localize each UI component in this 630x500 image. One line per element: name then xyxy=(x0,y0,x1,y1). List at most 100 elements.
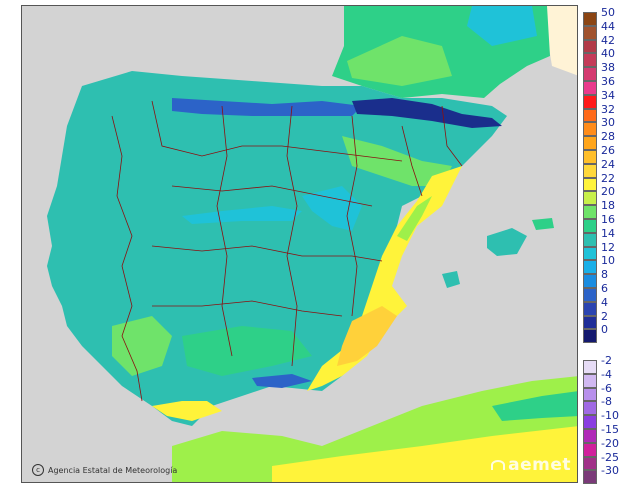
legend-label-warm: 22 xyxy=(601,171,615,185)
southern-coast-warm xyxy=(152,401,222,421)
legend-label-cold: -25 xyxy=(601,450,619,464)
credit-text: Agencia Estatal de Meteorología xyxy=(48,465,178,475)
legend-swatch-warm xyxy=(583,232,597,247)
border-center xyxy=(171,185,373,207)
legend-swatch-warm xyxy=(583,39,597,54)
legend-swatch-warm xyxy=(583,150,597,164)
border-vertical-1 xyxy=(216,105,233,357)
border-mid xyxy=(151,245,383,262)
legend-label-warm: 30 xyxy=(601,116,615,130)
legend-label-warm: 16 xyxy=(601,213,615,226)
legend-swatch-cold xyxy=(583,470,597,485)
sierra-nevada xyxy=(252,374,312,388)
ibiza xyxy=(442,271,460,288)
aemet-logo-text: aemet xyxy=(508,455,571,475)
legend-label-cold: -8 xyxy=(601,395,612,409)
legend-label-warm: 20 xyxy=(601,185,615,199)
guadalquivir-green xyxy=(182,326,312,376)
legend-swatch-cold xyxy=(583,360,597,374)
menorca xyxy=(532,218,554,230)
legend-label-cold: -4 xyxy=(601,367,612,381)
legend-swatch-warm xyxy=(583,81,597,95)
legend-label-cold: -30 xyxy=(601,464,619,478)
legend-swatch-cold xyxy=(583,373,597,388)
legend-swatch-warm xyxy=(583,301,597,316)
legend-swatch-cold xyxy=(583,429,597,443)
legend-swatch-warm xyxy=(583,274,597,288)
temperature-legend: 50 44 42 40 38 36 34 32 30 28 26 24 22 20 18 16 14 12 10 8 6… xyxy=(583,7,630,485)
legend-label-cold: -2 xyxy=(601,354,612,367)
legend-swatch-warm xyxy=(583,191,597,206)
legend-swatch-cold xyxy=(583,442,597,457)
legend-swatch-warm xyxy=(583,219,597,233)
legend-label-warm: 44 xyxy=(601,19,615,33)
murcia-hot-area xyxy=(337,306,397,366)
legend-label-warm: 2 xyxy=(601,309,608,323)
valencia-green xyxy=(397,196,432,241)
legend-label-warm: 18 xyxy=(601,199,615,213)
legend-swatch-warm xyxy=(583,163,597,178)
legend-label-warm: 40 xyxy=(601,47,615,61)
atlas-cool xyxy=(492,391,577,421)
legend-label-warm: 6 xyxy=(601,282,608,295)
legend-label-warm: 38 xyxy=(601,61,615,75)
southwest-green xyxy=(112,316,172,376)
legend-label-warm: 34 xyxy=(601,88,615,102)
legend-swatch-warm xyxy=(583,205,597,219)
legend-swatch-warm xyxy=(583,25,597,40)
legend-label-warm: 26 xyxy=(601,144,615,157)
legend-swatch-cold xyxy=(583,456,597,471)
border-vertical-3 xyxy=(346,115,358,317)
border-north xyxy=(151,100,403,162)
legend-swatch-warm xyxy=(583,246,597,261)
legend-swatch-cold xyxy=(583,401,597,416)
border-east xyxy=(401,125,423,197)
legend-swatch-warm xyxy=(583,260,597,275)
legend-label-warm: 24 xyxy=(601,157,615,171)
legend-label-cold: -15 xyxy=(601,423,619,436)
france-green-area xyxy=(347,36,452,86)
central-system xyxy=(182,206,302,224)
temperature-map: c Agencia Estatal de Meteorología aemet xyxy=(21,5,578,483)
legend-label-warm: 10 xyxy=(601,254,615,268)
legend-label-warm: 32 xyxy=(601,102,615,116)
aemet-logo-icon xyxy=(491,460,506,470)
legend-label-cold: -20 xyxy=(601,436,619,450)
cantabrian-mountains xyxy=(172,98,362,116)
legend-label-warm: 42 xyxy=(601,33,615,47)
border-south xyxy=(152,300,343,317)
legend-swatch-warm xyxy=(583,288,597,302)
legend-label-warm: 28 xyxy=(601,130,615,144)
legend-swatch-warm xyxy=(583,329,597,344)
legend-swatch-warm xyxy=(583,315,597,330)
legend-label-warm: 8 xyxy=(601,268,608,282)
legend-swatch-warm xyxy=(583,177,597,192)
mallorca xyxy=(487,228,527,256)
legend-swatch-warm xyxy=(583,53,597,68)
legend-swatch-cold xyxy=(583,415,597,429)
france-region xyxy=(542,6,577,76)
legend-label-cold: -6 xyxy=(601,381,612,395)
map-canvas xyxy=(22,6,577,482)
border-portugal xyxy=(111,115,143,402)
ebro-valley xyxy=(342,136,452,186)
legend-swatch-cold xyxy=(583,387,597,402)
legend-label-warm: 12 xyxy=(601,240,615,254)
legend-label-warm: 0 xyxy=(601,323,608,337)
legend-label-warm: 36 xyxy=(601,75,615,88)
border-vertical-2 xyxy=(286,105,298,367)
legend-label-warm: 14 xyxy=(601,226,615,240)
border-catalonia xyxy=(441,105,463,167)
mediterranean-coast-warm xyxy=(307,166,462,391)
legend-swatch-warm xyxy=(583,122,597,137)
legend-swatch-warm xyxy=(583,67,597,81)
credit-line: c Agencia Estatal de Meteorología xyxy=(32,464,177,476)
iberian-system xyxy=(302,186,362,231)
legend-swatch-warm xyxy=(583,108,597,123)
pyrenees xyxy=(352,98,502,128)
aemet-logo: aemet xyxy=(491,455,571,475)
legend-label-warm: 50 xyxy=(601,6,615,19)
province-borders xyxy=(111,100,463,402)
legend-swatch-warm xyxy=(583,94,597,109)
legend-swatch-warm xyxy=(583,136,597,150)
